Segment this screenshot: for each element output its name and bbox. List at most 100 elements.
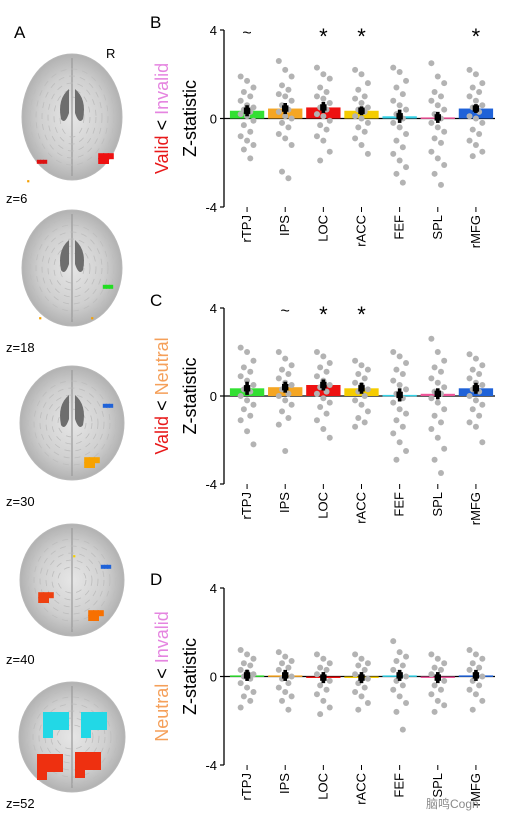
data-point: [396, 649, 403, 656]
data-point: [358, 693, 365, 700]
data-point: [441, 445, 448, 452]
ventricle: [60, 89, 69, 121]
data-point: [428, 426, 435, 432]
data-point: [237, 73, 244, 80]
data-point: [393, 456, 400, 463]
gyri-texture: [39, 387, 105, 459]
mean-marker: [434, 114, 441, 121]
data-point: [355, 86, 362, 93]
data-point: [472, 115, 479, 122]
data-point: [428, 119, 435, 126]
data-point: [250, 142, 257, 149]
data-point: [396, 102, 403, 109]
data-point: [326, 148, 333, 155]
gyri-texture: [57, 408, 87, 438]
data-point: [441, 106, 448, 113]
data-point: [479, 148, 486, 155]
data-point: [403, 448, 410, 454]
y-axis-label: Neutral < Invalid: [152, 611, 172, 742]
data-point: [431, 412, 438, 419]
data-point: [355, 662, 362, 669]
mean-marker: [320, 674, 327, 681]
data-point: [358, 71, 365, 78]
y-tick-label: 4: [210, 23, 217, 38]
data-point: [428, 395, 435, 402]
gyri-texture: [47, 238, 97, 298]
bar-panels: B 4 0 -4 Valid < Invalid Z-statistic rTPJ ~ IPS L…: [150, 13, 495, 806]
data-point: [317, 84, 324, 91]
data-point: [364, 700, 371, 707]
data-point: [479, 697, 486, 704]
mean-marker: [434, 390, 441, 397]
data-point: [469, 84, 476, 91]
data-point: [364, 660, 371, 667]
data-point: [393, 84, 400, 91]
data-point: [469, 366, 476, 373]
orientation-label: R: [106, 46, 115, 61]
data-point: [313, 691, 320, 698]
data-point: [390, 150, 397, 157]
x-tick-label: LOC: [315, 773, 330, 800]
slice-z-label: z=18: [6, 340, 35, 355]
data-point: [434, 379, 441, 386]
data-point: [469, 406, 476, 413]
data-point: [403, 106, 410, 113]
bar-panel-c: C 4 0 -4 Valid < Neutral Z-statistic rTPJ IPS ~ L…: [150, 291, 495, 525]
watermark: 脑鸣Cogn: [426, 796, 479, 811]
data-point: [240, 146, 247, 153]
data-point: [428, 148, 435, 155]
gyri-texture: [39, 545, 105, 615]
data-point: [313, 93, 320, 100]
data-point: [466, 66, 473, 73]
data-point: [240, 122, 247, 129]
gyri-texture: [26, 689, 118, 785]
data-point: [431, 682, 438, 689]
panel-letter: C: [150, 291, 162, 310]
mean-marker: [320, 104, 327, 111]
ventricle: [60, 240, 69, 272]
data-point: [476, 664, 483, 671]
data-point: [358, 401, 365, 408]
y-tick-label: -4: [205, 758, 217, 773]
gyri-texture: [32, 696, 112, 778]
gyri-texture: [50, 717, 94, 757]
data-point: [317, 664, 324, 671]
data-point: [437, 93, 444, 100]
data-point: [361, 375, 368, 382]
mean-marker: [472, 105, 480, 112]
data-point: [288, 115, 295, 122]
data-point: [358, 115, 365, 122]
data-point: [285, 86, 292, 93]
activation-blob: [102, 403, 114, 408]
x-tick-label: FEF: [392, 215, 407, 240]
activation-blob: [43, 712, 69, 738]
gyri-texture: [51, 401, 93, 445]
y-axis-label: Valid < Invalid: [152, 63, 172, 174]
data-point: [431, 88, 438, 95]
data-point: [275, 421, 282, 428]
y-tick-label: 4: [210, 581, 217, 596]
data-point: [466, 393, 473, 399]
data-point: [358, 100, 365, 107]
data-point: [437, 470, 444, 476]
data-point: [250, 688, 257, 695]
panel-a-letter: A: [14, 23, 26, 42]
data-point: [434, 349, 441, 355]
data-point: [250, 357, 257, 364]
data-point: [288, 401, 295, 408]
data-point: [403, 77, 410, 84]
data-point: [313, 671, 320, 678]
data-point: [279, 660, 286, 667]
data-point: [476, 130, 483, 137]
data-point: [320, 697, 327, 704]
data-point: [275, 684, 282, 691]
mean-marker: [282, 384, 289, 391]
data-point: [250, 401, 257, 408]
y-axis-label: Valid < Neutral: [152, 337, 172, 454]
brain-slice: z=6: [6, 53, 123, 206]
data-point: [361, 666, 368, 673]
data-point: [441, 384, 448, 391]
data-point: [399, 91, 406, 98]
x-tick-label: rACC: [354, 492, 369, 524]
data-point: [393, 658, 400, 665]
